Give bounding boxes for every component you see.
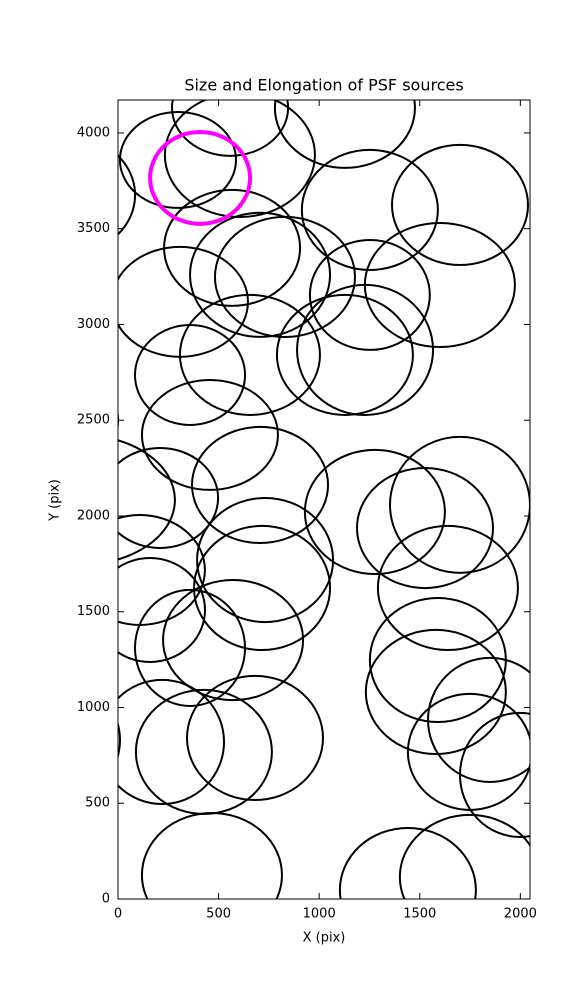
psf-ellipse <box>118 446 220 549</box>
plot-area <box>118 100 530 899</box>
psf-ellipse <box>178 293 321 416</box>
psf-ellipse <box>163 100 316 218</box>
psf-ellipse <box>118 721 121 759</box>
psf-ellipse <box>118 110 237 209</box>
psf-ellipse <box>303 448 446 575</box>
psf-ellipse <box>389 435 530 574</box>
psf-ellipse <box>300 148 439 271</box>
x-tick-label: 500 <box>206 907 231 922</box>
psf-ellipse <box>133 588 247 707</box>
psf-ellipse <box>427 656 530 783</box>
x-tick-label: 1000 <box>303 907 336 922</box>
psf-ellipse <box>296 283 435 416</box>
psf-ellipse <box>118 439 176 561</box>
y-tick-label: 500 <box>85 796 110 811</box>
y-tick-label: 3500 <box>77 221 110 236</box>
psf-ellipse <box>140 812 283 899</box>
psf-ellipse <box>398 813 530 899</box>
y-tick-label: 1000 <box>77 700 110 715</box>
psf-ellipse <box>118 678 225 805</box>
y-tick-label: 3000 <box>77 317 110 332</box>
psf-ellipse <box>213 215 356 338</box>
psf-ellipse <box>275 293 414 416</box>
x-axis-label: X (pix) <box>303 931 346 946</box>
psf-ellipse <box>308 238 431 351</box>
psf-ellipse <box>191 425 330 544</box>
psf-ellipse <box>376 524 519 652</box>
psf-ellipse <box>162 579 305 702</box>
psf-ellipse <box>186 674 324 801</box>
psf-ellipse <box>338 826 477 899</box>
y-tick-label: 2500 <box>77 413 110 428</box>
psf-ellipse <box>189 211 332 338</box>
psf-ellipse <box>148 129 253 226</box>
psf-ellipse <box>390 143 529 266</box>
y-tick-label: 2000 <box>77 508 110 523</box>
plot-frame <box>117 99 531 900</box>
y-tick-label: 1500 <box>77 604 110 619</box>
psf-ellipse <box>118 154 137 236</box>
psf-ellipse <box>364 628 507 756</box>
psf-ellipse <box>196 496 335 624</box>
x-tick-label: 1500 <box>403 907 436 922</box>
y-tick-label: 0 <box>102 892 110 907</box>
psf-ellipse <box>355 466 494 590</box>
x-tick-label: 0 <box>114 907 122 922</box>
psf-ellipse <box>140 378 279 491</box>
x-tick-label: 2000 <box>504 907 537 922</box>
psf-ellipse <box>193 524 332 652</box>
psf-ellipse <box>459 711 530 838</box>
chart-title: Size and Elongation of PSF sources <box>184 76 463 95</box>
y-axis-label: Y (pix) <box>48 479 63 522</box>
psf-ellipse <box>118 557 206 663</box>
y-tick-label: 4000 <box>77 125 110 140</box>
psf-ellipse <box>273 100 416 169</box>
